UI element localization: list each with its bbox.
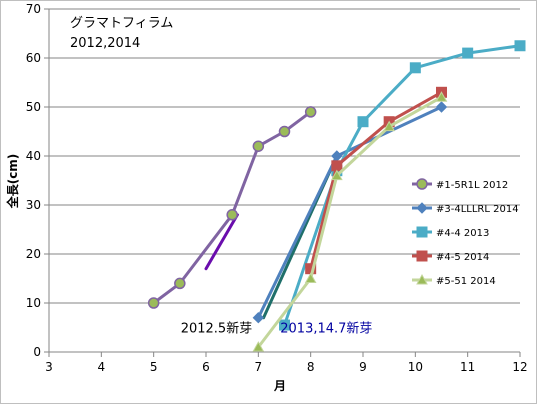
series-3-point-6: [514, 40, 526, 52]
series-3-point-1: [279, 319, 290, 331]
y-tick-label-60: 60: [26, 51, 41, 65]
series-2-point-1: [252, 311, 265, 324]
legend-marker-3: [416, 226, 428, 238]
y-tick-label-50: 50: [26, 100, 41, 114]
x-tick-label-7: 7: [255, 360, 263, 374]
x-tick-label-8: 8: [307, 360, 315, 374]
series-5: [252, 91, 448, 352]
series-1: [147, 106, 317, 309]
y-tick-label-40: 40: [26, 149, 41, 163]
series-5-point-4: [383, 120, 396, 132]
legend-marker-1: [416, 178, 428, 190]
annotation-2: 2013,14.7新芽: [280, 320, 372, 336]
series-2-point-3: [435, 101, 448, 113]
series-5-point-3: [330, 169, 343, 181]
connector-line-1: [204, 213, 239, 271]
legend-item-3: #4-4 2013: [412, 226, 489, 239]
x-tick-label-9: 9: [359, 360, 367, 374]
x-axis-title: 月: [273, 379, 286, 393]
y-tick-label-20: 20: [26, 247, 41, 261]
legend-label-3: #4-4 2013: [436, 228, 489, 239]
x-tick-label-12: 12: [512, 360, 527, 374]
series-1-point-1: [147, 297, 160, 309]
legend-item-4: #4-5 2014: [412, 250, 489, 263]
series-1-point-6: [304, 106, 317, 118]
series-3-point-3: [357, 116, 369, 128]
legend-item-1: #1-5R1L 2012: [412, 178, 508, 191]
x-tick-label-10: 10: [408, 360, 423, 374]
legend-label-5: #5-51 2014: [436, 276, 496, 287]
annotation-1: 2012.5新芽: [181, 320, 253, 336]
x-tick-label-3: 3: [45, 360, 53, 374]
y-tick-label-0: 0: [33, 345, 41, 359]
series-3-point-5: [462, 47, 474, 59]
y-tick-labels: 0 10 20 30 40 50 60 70: [26, 2, 41, 359]
x-tick-label-5: 5: [150, 360, 158, 374]
series-3-point-4: [409, 62, 421, 74]
series-5-point-1: [252, 341, 265, 352]
series-5-point-5: [435, 91, 448, 102]
y-axis-title: 全長(cm): [5, 154, 20, 210]
data-series: [147, 40, 526, 352]
series-4-point-2: [331, 160, 343, 172]
legend-item-2: #3-4LLLRL 2014: [412, 202, 519, 215]
series-1-point-5: [278, 125, 291, 138]
x-tick-label-6: 6: [202, 360, 210, 374]
series-1-point-4: [252, 140, 265, 152]
legend-marker-2: [416, 202, 428, 214]
axes: [44, 8, 521, 357]
y-tick-label-70: 70: [26, 2, 41, 16]
x-tick-labels: 3 4 5 6 7 8 9 10 11 12: [45, 360, 527, 374]
annotations: 2012.5新芽 2013,14.7新芽: [181, 320, 373, 336]
chart-title: グラマトフィラム: [70, 16, 173, 31]
legend-label-4: #4-5 2014: [436, 252, 489, 263]
series-1-point-2: [174, 277, 186, 290]
gridlines: [49, 8, 520, 304]
series-line-4: [309, 90, 443, 270]
legend-label-1: #1-5R1L 2012: [436, 180, 508, 191]
x-tick-label-4: 4: [98, 360, 106, 374]
legend: #1-5R1L 2012 #3-4LLLRL 2014 #4-4 2013 #4-5 …: [412, 178, 519, 287]
legend-label-2: #3-4LLLRL 2014: [436, 204, 519, 215]
legend-marker-5: [416, 273, 428, 285]
chart-subtitle: 2012,2014: [70, 36, 140, 51]
x-tick-label-11: 11: [460, 360, 475, 374]
y-tick-label-10: 10: [26, 296, 41, 310]
series-1-point-3: [226, 209, 238, 221]
series-5-point-2: [304, 272, 317, 283]
y-tick-label-30: 30: [26, 198, 41, 212]
legend-item-5: #5-51 2014: [412, 273, 496, 287]
legend-marker-4: [416, 250, 428, 262]
